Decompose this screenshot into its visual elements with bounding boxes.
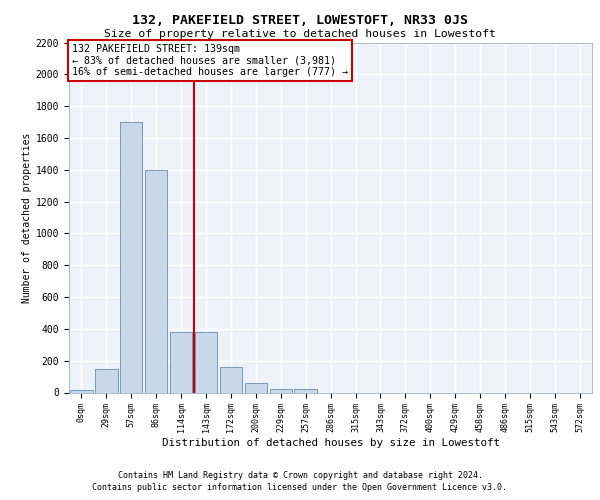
Text: 132, PAKEFIELD STREET, LOWESTOFT, NR33 0JS: 132, PAKEFIELD STREET, LOWESTOFT, NR33 0… — [132, 14, 468, 27]
Bar — [245, 383, 267, 392]
Y-axis label: Number of detached properties: Number of detached properties — [22, 132, 32, 302]
Bar — [269, 388, 292, 392]
Bar — [95, 368, 118, 392]
Text: Contains HM Land Registry data © Crown copyright and database right 2024.: Contains HM Land Registry data © Crown c… — [118, 471, 482, 480]
Bar — [145, 170, 167, 392]
Bar — [70, 390, 92, 392]
Text: 132 PAKEFIELD STREET: 139sqm
← 83% of detached houses are smaller (3,981)
16% of: 132 PAKEFIELD STREET: 139sqm ← 83% of de… — [71, 44, 347, 78]
Bar — [170, 332, 193, 392]
Bar — [195, 332, 217, 392]
Bar — [220, 367, 242, 392]
X-axis label: Distribution of detached houses by size in Lowestoft: Distribution of detached houses by size … — [161, 438, 500, 448]
Text: Size of property relative to detached houses in Lowestoft: Size of property relative to detached ho… — [104, 29, 496, 39]
Bar — [295, 388, 317, 392]
Bar — [120, 122, 142, 392]
Text: Contains public sector information licensed under the Open Government Licence v3: Contains public sector information licen… — [92, 483, 508, 492]
